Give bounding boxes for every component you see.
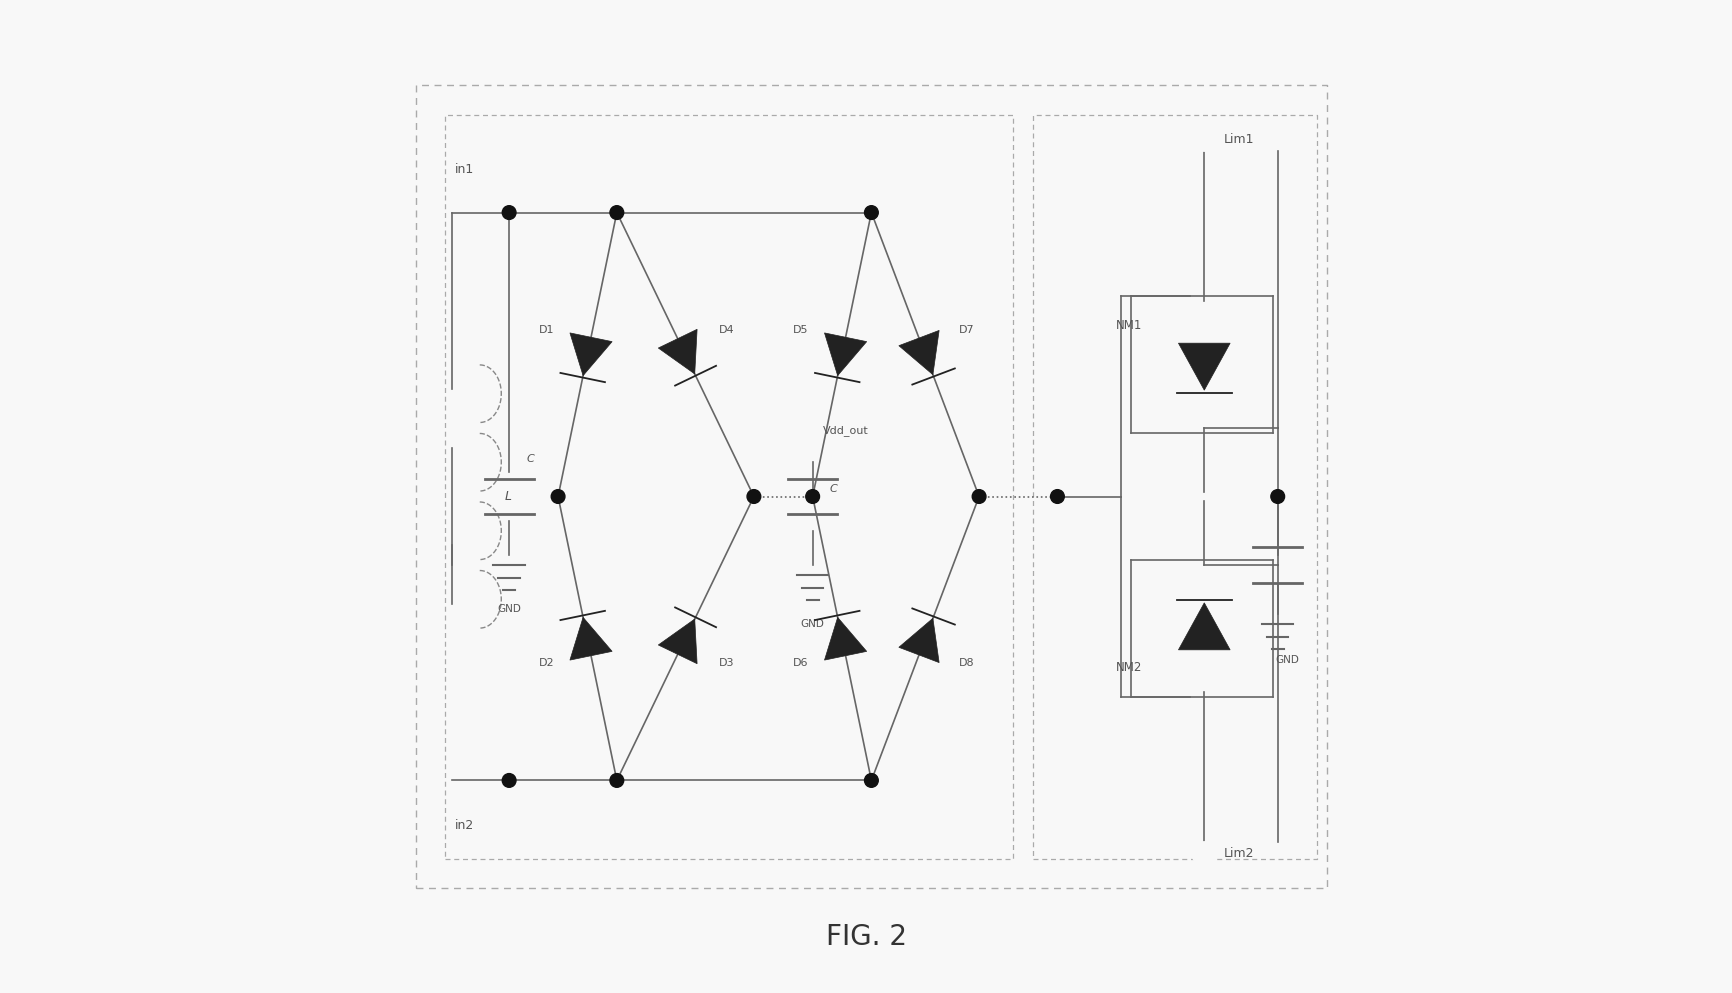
- Text: D5: D5: [793, 325, 809, 335]
- Text: D2: D2: [539, 658, 554, 668]
- Polygon shape: [1178, 603, 1230, 649]
- Circle shape: [551, 490, 565, 503]
- Circle shape: [864, 774, 878, 787]
- Circle shape: [864, 206, 878, 219]
- Text: D7: D7: [958, 325, 973, 335]
- Text: D8: D8: [958, 658, 973, 668]
- Text: NM1: NM1: [1115, 319, 1141, 332]
- Circle shape: [1270, 490, 1283, 503]
- Text: D4: D4: [719, 325, 734, 335]
- Text: FIG. 2: FIG. 2: [826, 923, 906, 951]
- Text: in2: in2: [456, 819, 475, 832]
- Circle shape: [972, 490, 986, 503]
- Polygon shape: [658, 330, 696, 374]
- Text: GND: GND: [1275, 655, 1299, 665]
- Polygon shape: [1178, 344, 1230, 390]
- Polygon shape: [570, 618, 611, 660]
- Text: in1: in1: [456, 164, 475, 177]
- Polygon shape: [824, 618, 866, 660]
- Circle shape: [1192, 127, 1216, 151]
- Circle shape: [610, 206, 624, 219]
- Polygon shape: [658, 619, 696, 663]
- Circle shape: [746, 490, 760, 503]
- Text: Lim1: Lim1: [1223, 133, 1254, 146]
- Circle shape: [1192, 842, 1216, 866]
- Text: L: L: [504, 490, 511, 503]
- Text: D6: D6: [793, 658, 809, 668]
- Circle shape: [1050, 490, 1063, 503]
- Polygon shape: [570, 333, 611, 375]
- Polygon shape: [899, 619, 939, 662]
- Text: D1: D1: [539, 325, 554, 335]
- Text: Vdd_out: Vdd_out: [823, 425, 868, 436]
- Text: NM2: NM2: [1115, 661, 1141, 674]
- Polygon shape: [899, 331, 939, 374]
- Text: C: C: [527, 454, 533, 465]
- Circle shape: [502, 206, 516, 219]
- Circle shape: [610, 774, 624, 787]
- Text: D3: D3: [719, 658, 734, 668]
- Text: Lim2: Lim2: [1223, 847, 1254, 860]
- Circle shape: [805, 490, 819, 503]
- Circle shape: [502, 774, 516, 787]
- Text: C: C: [830, 484, 837, 494]
- Text: GND: GND: [800, 619, 824, 629]
- Polygon shape: [824, 333, 866, 375]
- Text: GND: GND: [497, 604, 521, 615]
